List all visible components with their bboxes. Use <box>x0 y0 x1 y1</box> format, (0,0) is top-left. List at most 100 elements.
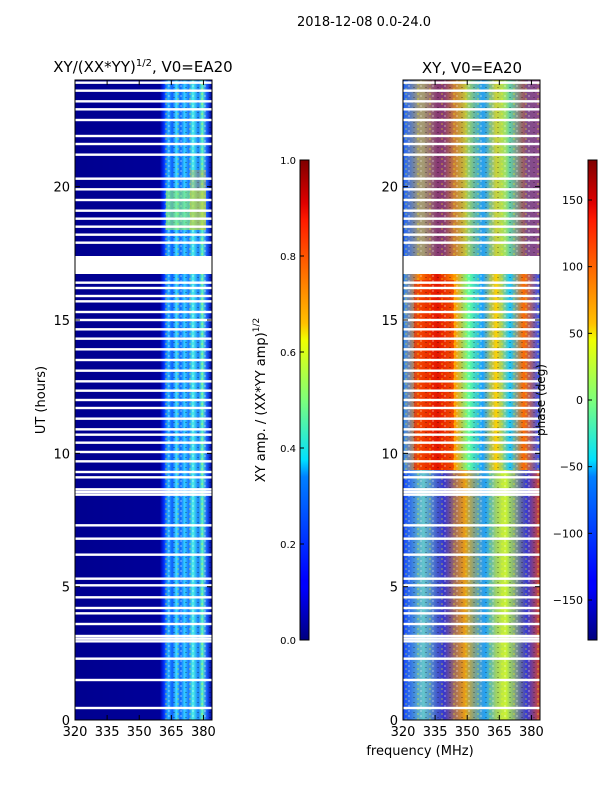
phase-gap-line <box>403 108 540 111</box>
phase-gap-line <box>403 209 540 212</box>
phase-gap-line <box>403 389 540 392</box>
phase-colorbar-ticks: −150 −100 −50 0 50 100 150 <box>553 194 592 607</box>
phase-y-tick-label: 5 <box>390 581 398 596</box>
amp-gap-line <box>75 233 212 236</box>
phase-gap-line <box>403 634 540 638</box>
amp-gap-line <box>75 281 212 284</box>
phase-x-tick-label: 365 <box>487 725 512 740</box>
amp-gap-line <box>75 337 212 340</box>
amp-gap-line <box>75 188 212 191</box>
phase-gap-line <box>403 428 540 431</box>
amp-gap-line <box>75 406 212 410</box>
phase-gap-line <box>403 606 540 610</box>
amp-gap-line <box>75 241 212 244</box>
phase-y-tick-label: 15 <box>381 314 398 329</box>
phase-colorbar-tick-label: 50 <box>569 327 583 340</box>
amp-gap-line <box>75 294 212 298</box>
phase-colorbar-tick-label: −50 <box>560 461 583 474</box>
phase-gap-line <box>403 612 540 615</box>
phase-gap-line <box>403 450 540 454</box>
phase-gap-line <box>403 177 540 180</box>
phase-gap-line <box>403 524 540 527</box>
amp-gap-line <box>75 286 212 290</box>
amp-gap-line <box>75 606 212 610</box>
amp-title-base: XY/(XX*YY) <box>53 58 136 76</box>
amp-colorbar: 0.0 0.2 0.4 0.6 0.8 1.0 XY amp. / (XX*YY amp)… <box>252 156 310 647</box>
amp-gap-line <box>75 225 212 228</box>
amp-gap-line <box>75 460 212 463</box>
amp-gap-line <box>75 678 212 682</box>
amp-colorbar-label: XY amp. / (XX*YY amp)1/2 <box>252 318 269 482</box>
phase-x-tick-label: 320 <box>391 725 416 740</box>
phase-y-tick-label: 20 <box>381 181 398 196</box>
phase-gap-line <box>403 470 540 474</box>
phase-x-tick-label: 350 <box>455 725 480 740</box>
phase-gap-line <box>403 217 540 220</box>
amp-gap-line <box>75 637 212 640</box>
phase-colorbar-tick-label: 0 <box>576 394 583 407</box>
amp-y-tick-label: 10 <box>53 447 70 462</box>
amp-gap-line <box>75 553 212 556</box>
amp-gap-line <box>75 584 212 587</box>
amp-gap-line <box>75 300 212 303</box>
amp-gap-line <box>75 490 212 494</box>
phase-gap-line <box>403 441 540 444</box>
phase-gap-line <box>403 294 540 298</box>
phase-gap-line <box>403 100 540 103</box>
amp-gap-line <box>75 310 212 314</box>
phase-gap-line <box>403 241 540 244</box>
amp-gap-line <box>75 706 212 710</box>
x-axis-label: frequency (MHz) <box>366 744 473 759</box>
amp-gap-line <box>75 177 212 180</box>
amp-gap-line <box>75 622 212 626</box>
amp-gap-line <box>75 524 212 527</box>
phase-colorbar-tick-label: 100 <box>562 261 583 274</box>
amp-gap-line <box>75 217 212 220</box>
phase-panel: XY, V0=EA20 0 5 10 15 20 320 335 350 365 380 pha… <box>381 59 548 740</box>
amp-x-tick-label: 350 <box>127 725 152 740</box>
amp-gap-line <box>75 441 212 444</box>
amp-y-tick-label: 15 <box>53 314 70 329</box>
amp-colorbar-tick-label: 0.0 <box>280 636 296 647</box>
amp-panel: XY/(XX*YY)1/2, V0=EA20 0 5 10 15 20 320 335 35… <box>34 58 233 740</box>
amp-x-ticks: 320 335 350 365 380 <box>63 80 216 740</box>
phase-gap-line <box>403 657 540 660</box>
amp-colorbar-tick-label: 0.8 <box>280 252 296 263</box>
amp-colorbar-tick-label: 0.4 <box>280 444 296 455</box>
amp-axes-frame <box>74 79 213 721</box>
amp-gap-line <box>75 89 212 92</box>
phase-gap-line <box>403 310 540 314</box>
amp-gap-line <box>75 100 212 103</box>
phase-y-tick-label: 0 <box>390 714 398 729</box>
amp-y-tick-label: 0 <box>62 714 70 729</box>
phase-gap-line <box>403 286 540 290</box>
phase-gap-line <box>403 142 540 146</box>
phase-colorbar-gradient <box>588 160 597 640</box>
amp-colorbar-gradient <box>300 160 309 640</box>
phase-gap-line <box>403 417 540 420</box>
amp-gap-lines <box>75 81 212 710</box>
phase-gap-line <box>403 369 540 372</box>
phase-gap-line <box>403 328 540 331</box>
amp-x-tick-label: 380 <box>191 725 216 740</box>
phase-gap-line <box>403 134 540 138</box>
amp-colorbar-frame <box>299 159 310 641</box>
amp-gap-line <box>75 380 212 383</box>
phase-gap-line <box>403 433 540 436</box>
phase-gap-line <box>403 490 540 494</box>
amp-title-exp: 1/2 <box>136 58 152 69</box>
phase-gap-line <box>403 225 540 228</box>
phase-gap-line <box>403 460 540 463</box>
amp-colorbar-tick-label: 0.2 <box>280 540 296 551</box>
amp-gap-line <box>75 612 212 615</box>
phase-colorbar-tick-label: 150 <box>562 194 583 207</box>
amp-gap-line <box>75 81 212 84</box>
amp-gap-line <box>75 657 212 660</box>
amp-gap-line <box>75 417 212 420</box>
phase-heatmap <box>403 80 540 720</box>
amp-colorbar-tick-label: 0.6 <box>280 348 296 359</box>
phase-data-gap <box>403 256 540 274</box>
phase-x-tick-label: 335 <box>423 725 448 740</box>
amp-gap-line <box>75 108 212 111</box>
